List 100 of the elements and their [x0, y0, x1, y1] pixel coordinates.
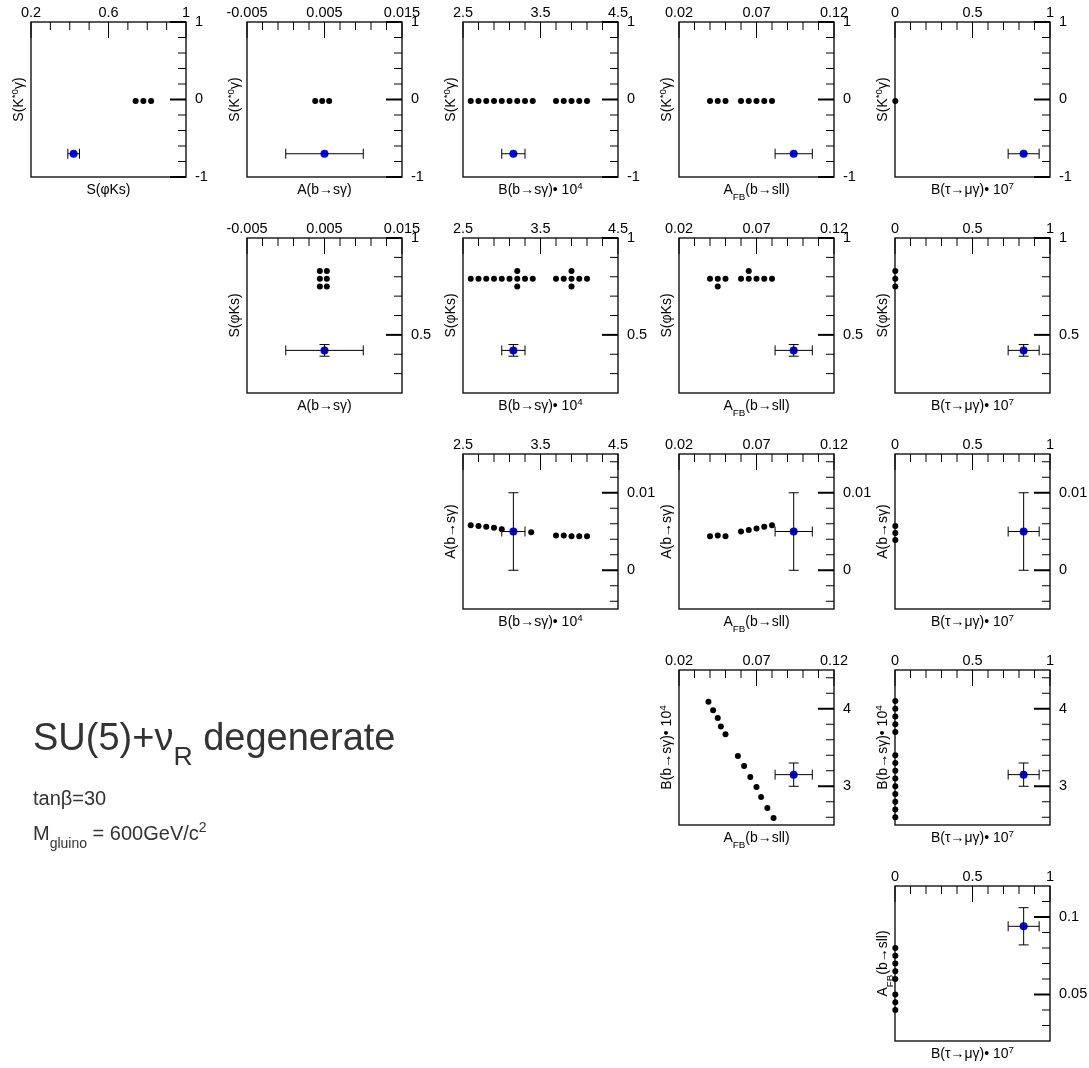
y-tick-label: -1 [195, 167, 208, 184]
point [745, 267, 752, 274]
x-tick-label: 0.5 [962, 652, 983, 668]
point [483, 523, 490, 530]
x-tick-label: 1 [1045, 652, 1055, 668]
point [892, 798, 899, 805]
x-tick-label: 4.5 [607, 436, 629, 452]
point [734, 753, 741, 760]
x-axis-title: A$_{FB}$(b→sll) [723, 613, 790, 634]
x-tick-label: 0.2 [20, 4, 42, 20]
point [475, 523, 482, 530]
y-tick-label: -1 [411, 167, 424, 184]
point [745, 275, 752, 282]
x-tick-label: 0.005 [306, 220, 343, 236]
x-axis-title: A(b→sγ) [297, 397, 352, 413]
point [323, 267, 330, 274]
x-tick-label: 0.5 [962, 4, 983, 20]
x-tick-label: 2.5 [452, 4, 474, 20]
y-axis-title: A(b→sγ) [442, 504, 458, 559]
point [529, 275, 536, 282]
point [498, 275, 505, 282]
point [761, 275, 768, 282]
point [714, 283, 721, 290]
y-axis-title: S(φKs) [658, 293, 674, 338]
point [323, 283, 330, 290]
point [705, 698, 712, 705]
x-tick-label: -0.005 [226, 220, 268, 236]
text: SU(5)+ν$_{R}$ degenerate [33, 716, 396, 771]
y-tick-label: 0 [1059, 90, 1068, 107]
x-axis-title: B(b→sγ)• 10$^{4}$ [498, 611, 584, 629]
point [553, 275, 559, 282]
point [892, 698, 899, 704]
point [738, 528, 744, 535]
x-tick-label: 0 [890, 220, 900, 236]
point [892, 814, 899, 821]
point [892, 275, 899, 282]
y-tick-label: 0 [627, 561, 636, 578]
x-axis-title: S(φKs) [86, 181, 131, 197]
point [761, 523, 768, 530]
point [758, 794, 765, 801]
y-tick-label: 0 [843, 90, 852, 107]
x-tick-label: 1 [1045, 220, 1055, 236]
point [722, 533, 729, 540]
point [560, 532, 567, 539]
x-tick-label: 1 [1045, 4, 1055, 20]
point [714, 715, 721, 722]
x-axis-title: B(τ→μγ)• 10$^{7}$ [930, 1043, 1015, 1061]
point [475, 275, 482, 282]
y-tick-label: 3 [843, 777, 852, 794]
point [467, 275, 474, 282]
x-tick-label: 4.5 [607, 220, 629, 236]
point [714, 532, 721, 539]
x-tick-label: 4.5 [607, 4, 629, 20]
point [722, 731, 729, 738]
x-axis-title: A(b→sγ) [297, 181, 352, 197]
x-axis-title: A$_{FB}$(b→sll) [723, 181, 790, 202]
point [892, 999, 899, 1006]
point [745, 526, 752, 533]
point [707, 275, 713, 282]
point [491, 275, 497, 282]
x-tick-label: 0.12 [819, 652, 849, 668]
point [738, 275, 744, 282]
point [892, 968, 899, 975]
y-axis-title: S(φKs) [874, 293, 890, 338]
x-tick-label: 1 [1045, 868, 1055, 884]
y-axis-title: A(b→sγ) [874, 504, 890, 559]
point [316, 275, 323, 282]
point [514, 267, 521, 274]
point [553, 532, 559, 539]
y-axis-title: S(φKs) [226, 293, 242, 338]
x-tick-label: 0.07 [742, 4, 771, 20]
point [892, 752, 899, 759]
y-tick-label: 0.5 [627, 325, 648, 342]
x-axis-title: B(τ→μγ)• 10$^{7}$ [930, 611, 1015, 629]
point [707, 533, 713, 540]
point [316, 267, 323, 274]
point [576, 275, 583, 282]
x-tick-label: 0.07 [742, 652, 771, 668]
point [584, 533, 590, 540]
point [892, 705, 899, 712]
y-tick-label: 0.5 [411, 325, 432, 342]
point [892, 945, 899, 951]
point [560, 275, 567, 282]
y-tick-label: 0.5 [843, 325, 864, 342]
y-tick-label: -1 [843, 167, 856, 184]
point [467, 522, 474, 529]
y-tick-label: 0.1 [1059, 907, 1080, 924]
point [892, 530, 899, 537]
point [747, 773, 754, 780]
x-tick-label: 0.5 [962, 436, 983, 452]
x-tick-label: 2.5 [452, 220, 474, 236]
point [522, 275, 528, 282]
point [892, 283, 899, 290]
point [753, 525, 760, 532]
point [892, 783, 899, 790]
x-tick-label: 0 [890, 868, 900, 884]
y-tick-label: 0 [843, 561, 852, 578]
y-tick-label: 0 [195, 90, 204, 107]
y-tick-label: 0.01 [627, 483, 656, 500]
point [892, 952, 899, 959]
